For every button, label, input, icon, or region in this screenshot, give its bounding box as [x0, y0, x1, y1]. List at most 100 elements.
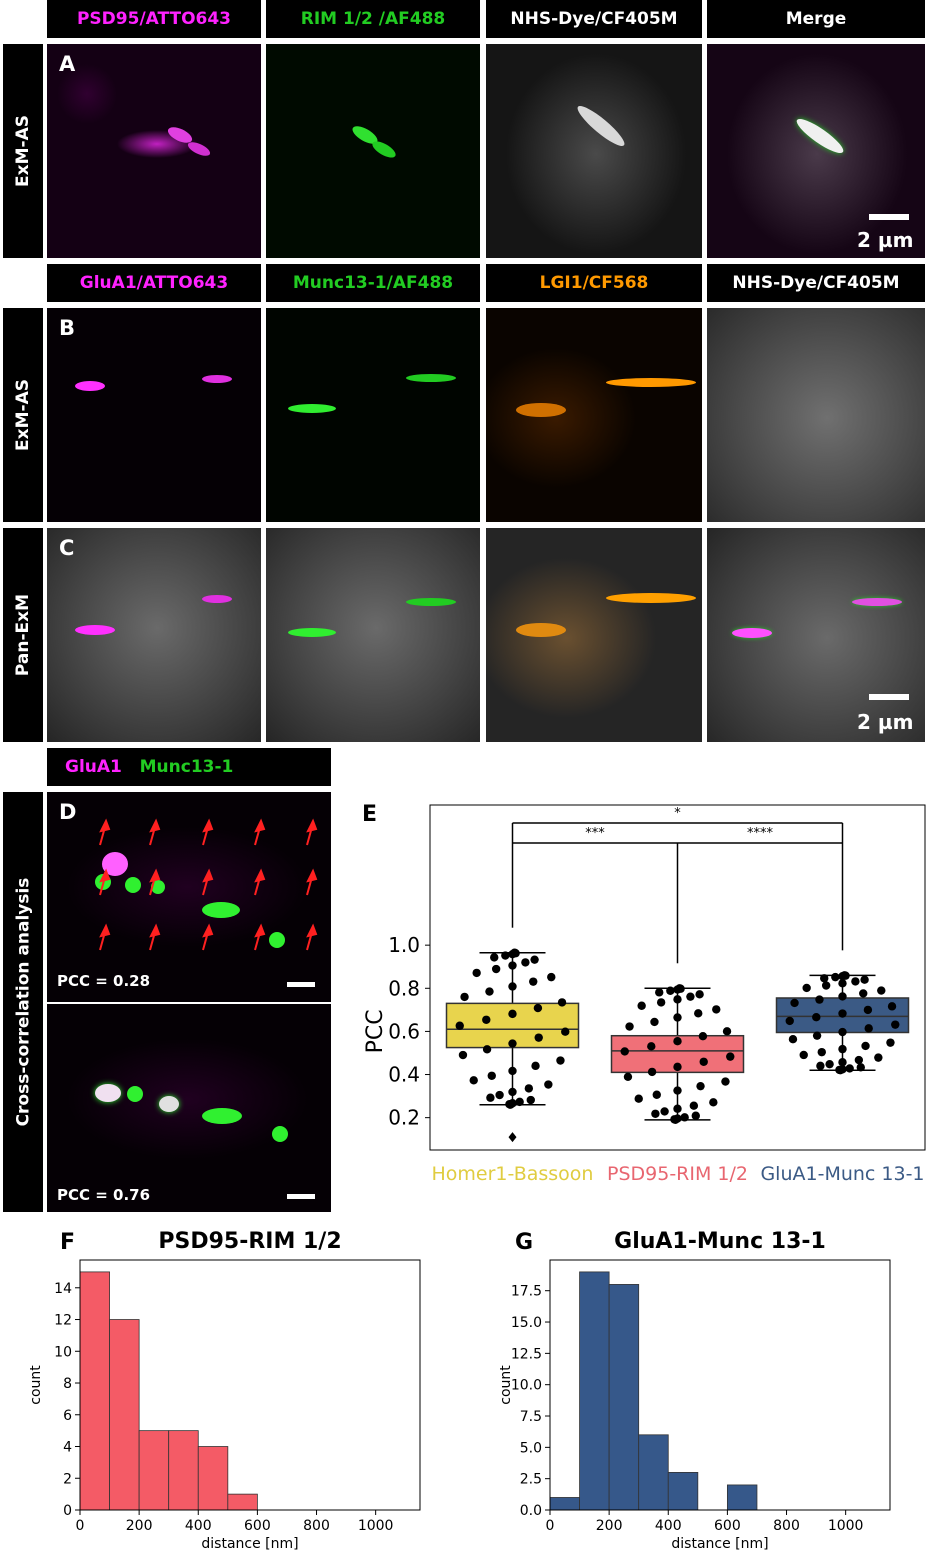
- swarm-point: [510, 948, 519, 957]
- swarm-point: [495, 1090, 504, 1100]
- swarm-point: [469, 1076, 478, 1085]
- x-tick-label: 200: [596, 1518, 623, 1534]
- swarm-point: [838, 992, 847, 1001]
- swarm-point: [530, 955, 539, 964]
- image-a-nhs: [486, 44, 702, 258]
- y-tick-label: 0.0: [520, 1503, 542, 1519]
- x-tick-label: 600: [714, 1518, 741, 1534]
- y-tick-label: 12.5: [511, 1346, 542, 1362]
- swarm-point: [799, 1050, 808, 1060]
- y-tick-label: 12: [54, 1313, 72, 1329]
- swarm-point: [487, 1071, 496, 1080]
- swarm-point: [647, 1042, 656, 1051]
- swarm-point: [501, 951, 510, 960]
- side-label-exm-as-b: ExM-AS: [3, 308, 43, 522]
- swarm-point: [709, 1098, 718, 1107]
- panel-letter-a: A: [59, 52, 76, 76]
- panel-letter-e: E: [362, 802, 378, 827]
- swarm-point: [531, 1061, 540, 1071]
- histogram-bar: [79, 1271, 110, 1511]
- swarm-point: [656, 998, 666, 1007]
- header-nhs: NHS-Dye/CF405M: [486, 0, 702, 38]
- flow-arrow-head: [254, 818, 266, 833]
- swarm-point: [637, 1001, 646, 1010]
- y-axis-label: count: [498, 1365, 514, 1405]
- y-tick-label: 0.6: [388, 1019, 420, 1043]
- header-d-munc13: Munc13-1: [139, 757, 234, 777]
- swarm-point: [820, 974, 829, 983]
- pcc-top: PCC = 0.28: [57, 972, 151, 990]
- swarm-point: [673, 1114, 682, 1123]
- swarm-point: [877, 986, 886, 995]
- histogram-bar: [638, 1434, 669, 1511]
- image-c-merge: 2 µm: [707, 528, 925, 742]
- y-tick-label: 2.5: [520, 1472, 542, 1488]
- header-merge: Merge: [707, 0, 925, 38]
- swarm-point: [673, 1013, 682, 1022]
- scale-bar-d-bottom: [287, 1194, 315, 1199]
- side-label-exm-as-a: ExM-AS: [3, 44, 43, 258]
- swarm-point: [860, 975, 869, 984]
- chart-g-histogram: GluA1-Munc 13-1 0 200 400 600 800 1000 0.0 2.5 5.…: [498, 1229, 891, 1552]
- swarm-point: [673, 1062, 682, 1072]
- swarm-point: [508, 1066, 517, 1076]
- swarm-point: [726, 1052, 735, 1061]
- x-category-label: PSD95-RIM 1/2: [607, 1163, 748, 1185]
- x-tick-label: 1000: [358, 1518, 394, 1534]
- chart-f-histogram: PSD95-RIM 1/2 0 200 400 600 800 1000 0 2 4 6 8 10 12 1…: [28, 1229, 421, 1552]
- swarm-point: [845, 1064, 854, 1073]
- histogram-bar: [579, 1271, 610, 1511]
- swarm-point: [863, 1005, 873, 1015]
- plot-frame: [429, 804, 926, 1151]
- y-tick-label: 8: [63, 1376, 72, 1392]
- flow-arrow-head: [306, 818, 318, 833]
- flow-arrow-head: [306, 868, 318, 883]
- swarm-point: [534, 1033, 543, 1042]
- flow-arrow-head: [254, 923, 266, 938]
- swarm-point: [673, 995, 682, 1004]
- swarm-point: [472, 968, 481, 978]
- pcc-bottom: PCC = 0.76: [57, 1186, 151, 1204]
- image-a-rim: [266, 44, 480, 258]
- swarm-point: [712, 1005, 721, 1014]
- y-tick-label: 5.0: [520, 1440, 542, 1456]
- image-b-nhs: [707, 308, 925, 522]
- image-d-top: D PCC = 0.28: [47, 792, 331, 1002]
- panel-letter-c: C: [59, 536, 75, 560]
- y-tick-label: 6: [63, 1408, 72, 1424]
- scale-label-a: 2 µm: [857, 228, 914, 252]
- swarm-point: [821, 981, 831, 990]
- y-tick-label: 15.0: [511, 1315, 542, 1331]
- chart-e-boxplot: 0.2 0.4 0.6 0.8 1.0 PCC Homer1-Bassoon PSD95-RI…: [363, 804, 926, 1185]
- swarm-point: [816, 1061, 825, 1071]
- flow-arrow-head: [202, 923, 214, 938]
- swarm-point: [694, 1009, 703, 1018]
- x-tick-label: 600: [244, 1518, 271, 1534]
- swarm-point: [722, 1027, 732, 1036]
- swarm-point: [696, 1081, 705, 1091]
- swarm-point: [458, 1050, 468, 1060]
- swarm-point: [524, 1084, 534, 1093]
- swarm-point: [887, 1002, 897, 1011]
- image-c-munc13: [266, 528, 480, 742]
- swarm-point: [508, 1099, 517, 1108]
- swarm-point: [825, 1059, 834, 1069]
- swarm-point: [482, 1015, 491, 1024]
- swarm-point: [482, 1045, 492, 1054]
- swarm-point: [490, 953, 499, 962]
- swarm-point: [699, 1057, 708, 1066]
- image-b-lgi1: [486, 308, 702, 522]
- header-rim: RIM 1/2 /AF488: [266, 0, 480, 38]
- swarm-point: [557, 998, 567, 1007]
- y-tick-label: 0.2: [388, 1106, 420, 1130]
- x-tick-label: 400: [185, 1518, 212, 1534]
- scale-bar-c: [869, 694, 909, 700]
- swarm-point: [533, 1003, 543, 1013]
- sig-label: ****: [747, 826, 774, 841]
- flow-arrow-head: [202, 868, 214, 883]
- header-psd95: PSD95/ATTO643: [47, 0, 261, 38]
- sig-label: *: [674, 806, 681, 821]
- y-tick-label: 1.0: [388, 933, 420, 957]
- y-tick-label: 10: [54, 1344, 72, 1360]
- flow-arrows: [99, 818, 318, 951]
